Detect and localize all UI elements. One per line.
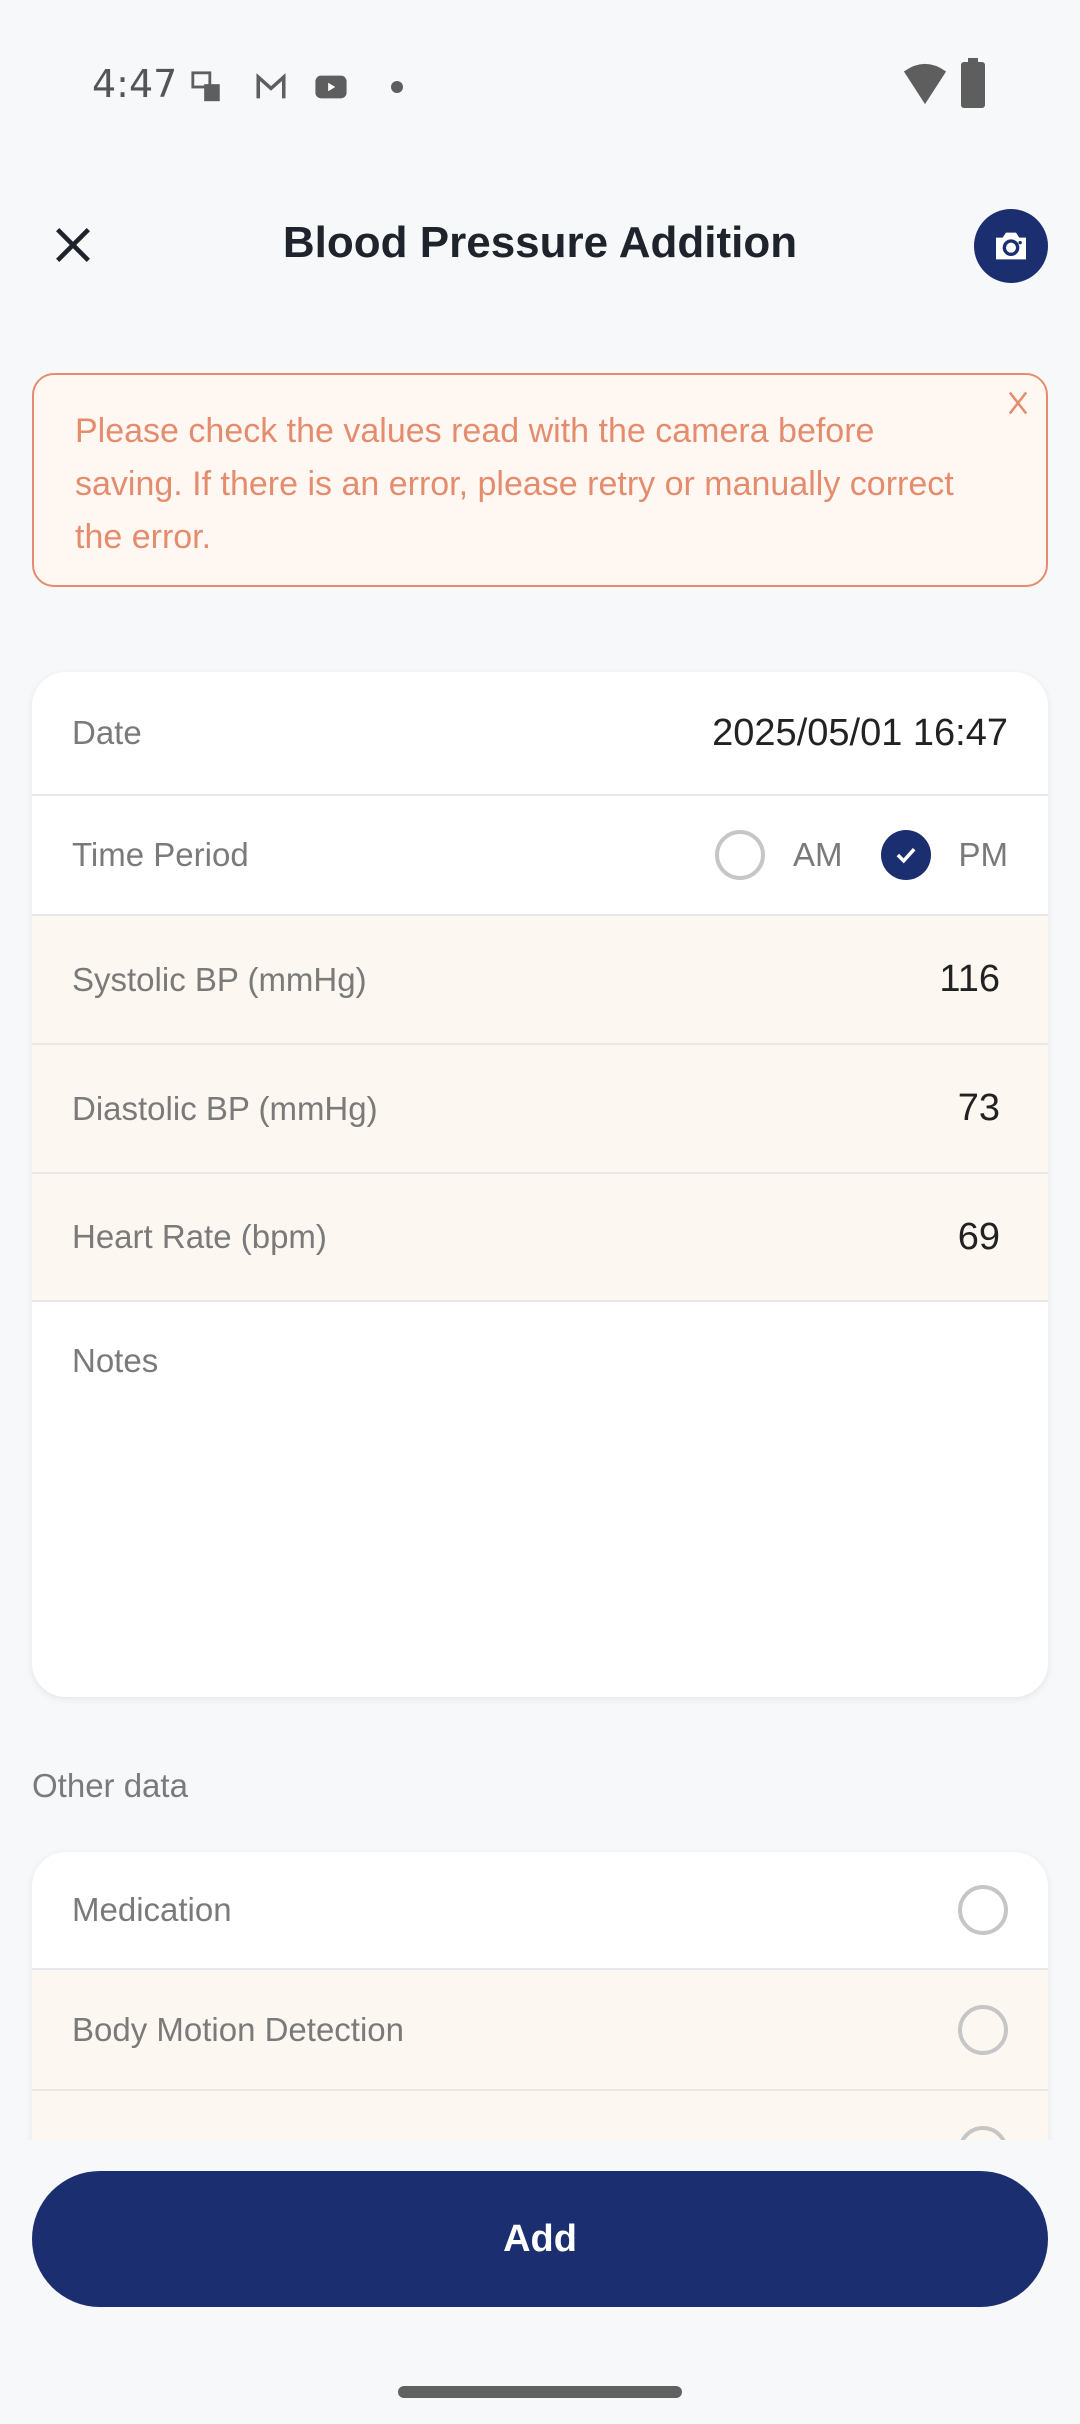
status-time: 4:47 xyxy=(92,62,178,106)
home-indicator[interactable] xyxy=(398,2386,682,2398)
systolic-row[interactable]: Systolic BP (mmHg) 116 xyxy=(32,916,1048,1045)
am-label[interactable]: AM xyxy=(793,836,843,873)
measurement-card: Date 2025/05/01 16:47 Time Period AM PM … xyxy=(32,672,1048,1697)
medication-row[interactable]: Medication xyxy=(32,1852,1048,1970)
date-row[interactable]: Date 2025/05/01 16:47 xyxy=(32,672,1048,796)
close-icon[interactable] xyxy=(50,222,96,268)
camera-warning-alert: Please check the values read with the ca… xyxy=(32,373,1048,587)
camera-icon xyxy=(996,232,1026,260)
am-radio[interactable] xyxy=(715,830,765,880)
heart-rate-label: Heart Rate (bpm) xyxy=(72,1218,327,1255)
youtube-icon xyxy=(315,75,347,99)
systolic-input[interactable]: 116 xyxy=(939,958,1000,1000)
diastolic-label: Diastolic BP (mmHg) xyxy=(72,1089,378,1127)
medication-checkbox[interactable] xyxy=(958,1885,1008,1935)
wifi-icon xyxy=(903,63,947,105)
alert-message: Please check the values read with the ca… xyxy=(75,412,954,556)
pm-label[interactable]: PM xyxy=(958,836,1009,873)
check-icon xyxy=(896,847,915,864)
body-motion-label: Body Motion Detection xyxy=(72,2010,405,2048)
time-period-label: Time Period xyxy=(72,836,249,873)
camera-button[interactable] xyxy=(974,209,1048,283)
gmail-icon xyxy=(256,73,286,99)
date-label: Date xyxy=(72,714,142,751)
heart-rate-input[interactable]: 69 xyxy=(957,1215,1000,1258)
time-period-row: Time Period AM PM xyxy=(32,796,1048,916)
systolic-label: Systolic BP (mmHg) xyxy=(72,960,367,998)
notes-label: Notes xyxy=(72,1342,159,1379)
pm-radio[interactable] xyxy=(880,830,931,880)
medication-label: Medication xyxy=(72,1891,232,1928)
body-motion-row[interactable]: Body Motion Detection xyxy=(32,1970,1048,2091)
dismiss-alert-icon[interactable] xyxy=(1004,389,1032,417)
date-value[interactable]: 2025/05/01 16:47 xyxy=(712,711,1008,754)
heart-rate-row[interactable]: Heart Rate (bpm) 69 xyxy=(32,1174,1048,1302)
diastolic-row[interactable]: Diastolic BP (mmHg) 73 xyxy=(32,1045,1048,1174)
more-notifications-dot xyxy=(391,81,403,93)
battery-icon xyxy=(961,58,985,108)
other-data-heading: Other data xyxy=(32,1767,188,1804)
add-button[interactable]: Add xyxy=(32,2171,1048,2307)
page-title: Blood Pressure Addition xyxy=(282,218,798,267)
diastolic-input[interactable]: 73 xyxy=(957,1087,1000,1129)
notes-field[interactable]: Notes xyxy=(32,1302,1048,1697)
body-motion-checkbox[interactable] xyxy=(958,2004,1008,2055)
gallery-notification-icon xyxy=(191,71,220,102)
